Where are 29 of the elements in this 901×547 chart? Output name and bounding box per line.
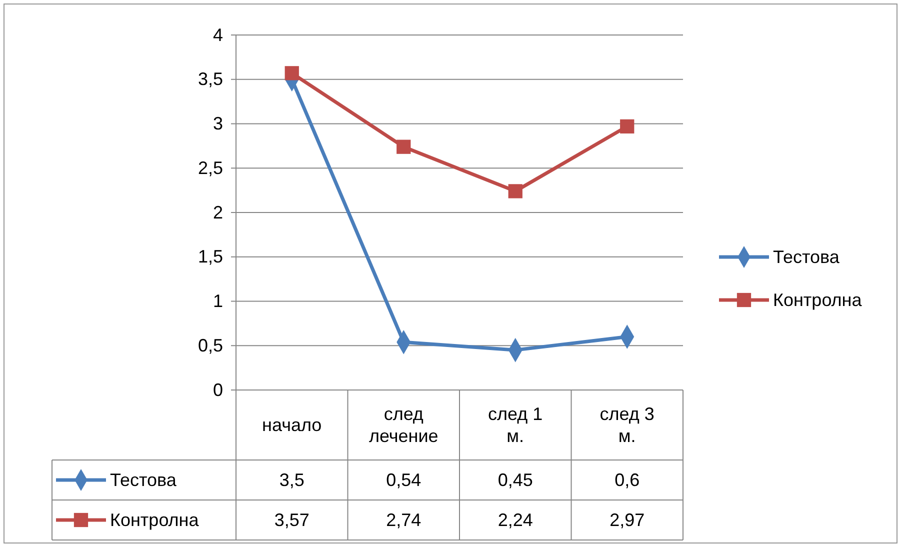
x-tick-label: след 1 м. bbox=[488, 404, 543, 446]
x-tick-label: след лечение bbox=[368, 404, 438, 446]
point bbox=[284, 66, 299, 80]
y-tick-label: 2,5 bbox=[198, 158, 223, 178]
y-tick-label: 2 bbox=[212, 202, 223, 222]
data-label: 3,57 bbox=[274, 510, 310, 530]
y-tick-label: 1 bbox=[212, 291, 223, 312]
data-label: 0,54 bbox=[386, 470, 422, 490]
text: Тестова bbox=[110, 470, 176, 490]
data-label: 2,97 bbox=[610, 510, 645, 530]
x-tick-label: начало bbox=[262, 415, 322, 435]
data-label: 2,24 bbox=[498, 510, 533, 530]
y-tick-label: 4 bbox=[212, 24, 223, 45]
x-tick-label: след 3 м. bbox=[600, 404, 654, 446]
y-tick-label: 0 bbox=[212, 380, 223, 400]
point bbox=[396, 140, 411, 154]
data-label: 0,6 bbox=[614, 470, 640, 490]
y-tick-label: 0,5 bbox=[198, 335, 223, 356]
data-label: 2,74 bbox=[386, 510, 422, 530]
data-label: 0,45 bbox=[498, 470, 533, 490]
text: Контролна bbox=[110, 510, 199, 530]
data-label: 3,5 bbox=[279, 470, 304, 490]
y-tick-label: 3 bbox=[212, 114, 223, 134]
legend-label: Контролна bbox=[773, 290, 863, 310]
y-tick-label: 3,5 bbox=[198, 69, 223, 90]
point bbox=[508, 184, 522, 198]
point bbox=[620, 119, 634, 134]
y-tick-label: 1,5 bbox=[198, 246, 223, 267]
legend-label: Тестова bbox=[773, 247, 840, 267]
